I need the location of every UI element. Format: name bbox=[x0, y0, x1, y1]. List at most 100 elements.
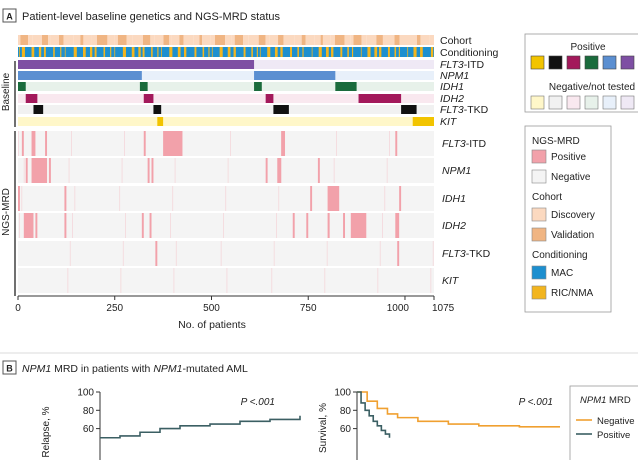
mrd-idh1-tick bbox=[21, 186, 23, 211]
negative-swatch bbox=[620, 95, 635, 110]
baseline-idh2-positive bbox=[25, 94, 38, 103]
cohort-cell bbox=[416, 35, 421, 45]
baseline-idh1-negative bbox=[18, 82, 434, 91]
baseline-idh1-positive bbox=[139, 82, 148, 91]
track-label-flt3-tkd: FLT3-TKD bbox=[440, 104, 489, 116]
conditioning-ric-stripe bbox=[38, 47, 42, 57]
x-tick-label: 250 bbox=[106, 303, 123, 314]
mrd-npm1-positive bbox=[147, 158, 150, 183]
cohort-cell bbox=[394, 35, 400, 45]
legend-mrd-negative: Negative bbox=[551, 172, 591, 183]
mrd-npm1-positive bbox=[48, 158, 51, 183]
mrd-idh1-positive bbox=[64, 186, 67, 211]
mrd-flt3-tkd-negative bbox=[18, 241, 434, 266]
mrd-idh2-tick bbox=[223, 213, 224, 238]
conditioning-ric-stripe bbox=[297, 47, 299, 57]
conditioning-ric-stripe bbox=[259, 47, 261, 57]
cohort-cell bbox=[132, 35, 143, 45]
survival-y-tick-label: 60 bbox=[340, 424, 352, 435]
mrd-idh2-positive bbox=[350, 213, 367, 238]
survival-p-value: P <.001 bbox=[519, 397, 553, 408]
cohort-cell bbox=[163, 35, 170, 45]
track-label-main: Conditioning bbox=[440, 47, 499, 59]
mrd-idh1-tick bbox=[74, 186, 76, 211]
positive-swatch bbox=[548, 55, 563, 70]
km-legend-frame bbox=[569, 385, 638, 460]
baseline-idh2-positive bbox=[143, 94, 154, 103]
baseline-npm1-negative bbox=[18, 71, 434, 80]
positive-swatch bbox=[584, 55, 599, 70]
conditioning-ric-stripe bbox=[351, 47, 354, 57]
mrd-kit-tick bbox=[120, 268, 122, 293]
mrd-idh1-positive bbox=[327, 186, 340, 211]
mrd-npm1-positive bbox=[277, 158, 282, 183]
baseline-flt3-tkd-positive bbox=[273, 105, 289, 114]
cohort-cell bbox=[322, 35, 331, 45]
x-tick-label: 500 bbox=[203, 303, 220, 314]
cohort-cell bbox=[234, 35, 244, 45]
conditioning-ric-stripe bbox=[169, 47, 173, 57]
mrd-idh1-positive bbox=[310, 186, 313, 211]
conditioning-ric-stripe bbox=[151, 47, 153, 57]
mrd-flt3-itd-tick bbox=[230, 131, 231, 156]
legend-discovery: Discovery bbox=[551, 210, 595, 221]
swatch-discovery bbox=[531, 207, 547, 222]
mrd-idh2-positive bbox=[23, 213, 34, 238]
conditioning-ric-stripe bbox=[280, 47, 283, 57]
positive-swatch bbox=[620, 55, 635, 70]
mrd-idh2-negative bbox=[18, 213, 434, 238]
conditioning-ric-stripe bbox=[420, 47, 423, 57]
cohort-cell bbox=[231, 35, 235, 45]
mrd-idh2-positive bbox=[35, 213, 38, 238]
mrd-label-main: FLT3 bbox=[442, 248, 466, 260]
conditioning-ric-stripe bbox=[387, 47, 390, 57]
panel-b-title: NPM1 MRD in patients with NPM1-mutated A… bbox=[22, 363, 248, 375]
conditioning-ric-stripe bbox=[394, 47, 397, 57]
km-legend-title-gene: NPM1 bbox=[580, 395, 606, 406]
conditioning-ric-stripe bbox=[64, 47, 66, 57]
track-label-npm1: NPM1 bbox=[440, 70, 469, 82]
conditioning-ric-stripe bbox=[211, 47, 213, 57]
conditioning-ric-stripe bbox=[430, 47, 434, 57]
mrd-kit-tick bbox=[67, 268, 69, 293]
track-label-kit: KIT bbox=[440, 116, 458, 128]
conditioning-ric-stripe bbox=[374, 47, 378, 57]
cohort-cell bbox=[150, 35, 155, 45]
mrd-idh2-positive bbox=[395, 213, 400, 238]
mrd-flt3-tkd-tick bbox=[175, 241, 177, 266]
cohort-cell bbox=[32, 35, 42, 45]
cohort-cell bbox=[314, 35, 321, 45]
mrd-kit-tick bbox=[430, 268, 432, 293]
cohort-cell bbox=[117, 35, 127, 45]
baseline-flt3-itd-positive bbox=[18, 60, 255, 69]
cohort-cell bbox=[193, 35, 200, 45]
mrd-npm1-positive bbox=[265, 158, 268, 183]
cohort-cell bbox=[301, 35, 306, 45]
mrd-kit-tick bbox=[324, 268, 326, 293]
relapse-y-label: Relapse, % bbox=[41, 406, 52, 457]
cohort-cell bbox=[366, 35, 377, 45]
legend-mutation-colors: Positive Negative/not tested bbox=[524, 33, 638, 113]
mrd-flt3-itd-positive bbox=[21, 131, 24, 156]
mrd-label-kit: KIT bbox=[442, 275, 460, 287]
panel-b-title-end: -mutated AML bbox=[183, 363, 249, 375]
conditioning-ric-stripe bbox=[138, 47, 141, 57]
x-axis: 0 250 500 750 1000 1075 bbox=[15, 295, 455, 314]
mrd-flt3-itd-positive bbox=[143, 131, 146, 156]
mrd-label-suffix: -ITD bbox=[466, 138, 487, 150]
panel-a-title: Patient-level baseline genetics and NGS-… bbox=[22, 11, 281, 23]
track-label-suffix: -TKD bbox=[464, 104, 489, 116]
panel-a-badge: A bbox=[6, 12, 13, 22]
cohort-cell bbox=[382, 35, 387, 45]
cohort-cell bbox=[142, 35, 151, 45]
mrd-npm1-positive bbox=[151, 158, 154, 183]
mrd-idh2-positive bbox=[64, 213, 67, 238]
mrd-label-main: FLT3 bbox=[442, 138, 466, 150]
panel-b-title-mid: MRD in patients with bbox=[51, 363, 153, 375]
negative-swatch bbox=[584, 95, 599, 110]
mrd-kit-tick bbox=[271, 268, 273, 293]
legend-positive-title: Positive bbox=[570, 42, 605, 53]
mrd-label-flt3-itd: FLT3-ITD bbox=[442, 138, 487, 150]
